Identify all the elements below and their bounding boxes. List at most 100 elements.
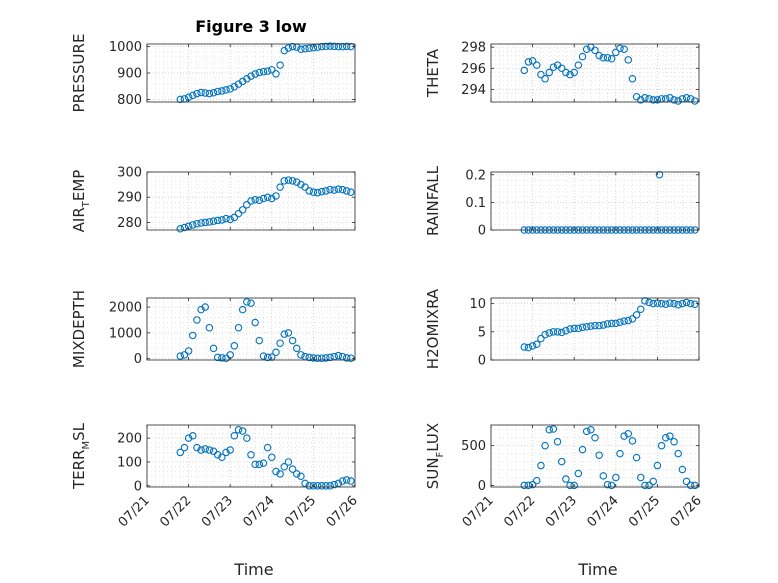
data-point — [520, 481, 529, 490]
data-point — [313, 188, 322, 197]
data-point — [666, 432, 674, 440]
data-point — [545, 68, 553, 77]
data-point — [557, 64, 566, 73]
data-point — [334, 351, 343, 360]
y-axis-label-main: MIXDEPTH — [70, 290, 88, 368]
data-point — [553, 437, 562, 446]
data-point — [201, 303, 209, 311]
y-axis-label-subscript: M — [81, 441, 92, 450]
data-point — [670, 437, 678, 446]
data-point — [549, 425, 558, 433]
data-point — [197, 219, 205, 227]
y-tick-label: 900 — [117, 67, 142, 82]
data-point — [620, 317, 628, 325]
data-point — [284, 44, 293, 52]
data-point — [603, 320, 612, 328]
data-point — [176, 448, 185, 457]
data-point — [297, 351, 305, 359]
data-point — [322, 354, 330, 362]
data-point — [653, 461, 662, 470]
y-axis-label-main: PRESSURE — [70, 34, 88, 113]
data-point — [284, 458, 293, 466]
y-tick-label: 0 — [478, 224, 486, 239]
data-point — [301, 183, 309, 191]
data-point — [276, 470, 284, 478]
data-point — [582, 322, 591, 331]
data-point — [309, 482, 318, 490]
data-point — [338, 477, 347, 485]
y-tick-label: 1000 — [109, 326, 142, 341]
data-point — [330, 42, 338, 51]
data-point — [533, 61, 541, 69]
data-point — [591, 433, 599, 442]
data-point — [674, 449, 682, 458]
data-point — [272, 70, 280, 78]
data-point — [243, 201, 251, 209]
y-tick-label: 200 — [117, 432, 142, 447]
data-point — [578, 445, 587, 454]
data-point — [603, 480, 612, 489]
data-point — [218, 354, 226, 362]
data-point — [297, 180, 305, 189]
data-point — [537, 70, 545, 79]
data-point — [297, 45, 305, 54]
data-point — [205, 218, 214, 226]
y-axis-label-main: AIR — [70, 207, 88, 232]
data-point — [201, 445, 209, 453]
y-axis-label: RAINFALL — [424, 165, 442, 236]
data-point — [612, 48, 620, 57]
data-point — [280, 330, 289, 338]
axes-frame — [490, 297, 700, 361]
data-point — [578, 323, 587, 332]
data-point — [691, 97, 699, 105]
data-point — [545, 329, 553, 337]
panel-2: 294 296 298 THETA — [424, 41, 700, 105]
y-axis-label-main: RAINFALL — [424, 165, 442, 236]
data-point — [338, 185, 347, 194]
data-point — [205, 446, 214, 454]
y-tick-label: 290 — [117, 191, 142, 206]
data-point — [595, 321, 603, 330]
data-point — [176, 95, 185, 104]
y-tick-label: 0 — [134, 352, 142, 367]
y-tick-label: 800 — [117, 93, 142, 108]
data-point — [247, 72, 255, 80]
data-point — [259, 352, 268, 360]
data-point — [255, 196, 264, 204]
series-markers — [176, 298, 355, 362]
data-point — [209, 217, 218, 225]
data-point — [317, 187, 326, 196]
grid — [490, 172, 700, 231]
data-point — [305, 187, 313, 195]
data-point — [666, 94, 674, 102]
data-point — [582, 45, 591, 54]
data-point — [201, 89, 209, 97]
x-axis-label: Time — [577, 560, 617, 579]
data-point — [176, 352, 185, 360]
data-point — [209, 344, 218, 353]
data-point — [620, 432, 628, 440]
data-point — [230, 431, 239, 440]
data-point — [524, 343, 533, 352]
data-point — [682, 298, 691, 307]
data-point — [624, 429, 633, 438]
y-axis-label-tail: SL — [70, 422, 88, 441]
data-point — [189, 91, 197, 100]
data-point — [574, 469, 583, 478]
y-tick-label: 500 — [461, 439, 486, 454]
data-point — [247, 451, 255, 459]
data-point — [686, 299, 695, 308]
data-point — [566, 481, 574, 490]
y-tick-label: 298 — [461, 41, 486, 56]
data-point — [268, 453, 276, 461]
data-point — [599, 472, 608, 480]
data-point — [570, 324, 578, 333]
data-point — [284, 329, 293, 337]
data-point — [641, 481, 649, 490]
data-point — [238, 305, 247, 314]
data-point — [599, 321, 608, 329]
data-point — [259, 194, 268, 203]
data-point — [645, 481, 653, 490]
y-axis-label-main: H2OMIXRA — [424, 288, 442, 369]
y-axis-label: TERRMSL — [70, 422, 92, 490]
